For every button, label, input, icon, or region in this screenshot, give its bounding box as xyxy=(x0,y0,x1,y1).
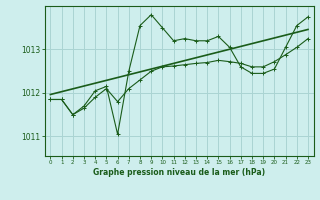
X-axis label: Graphe pression niveau de la mer (hPa): Graphe pression niveau de la mer (hPa) xyxy=(93,168,265,177)
